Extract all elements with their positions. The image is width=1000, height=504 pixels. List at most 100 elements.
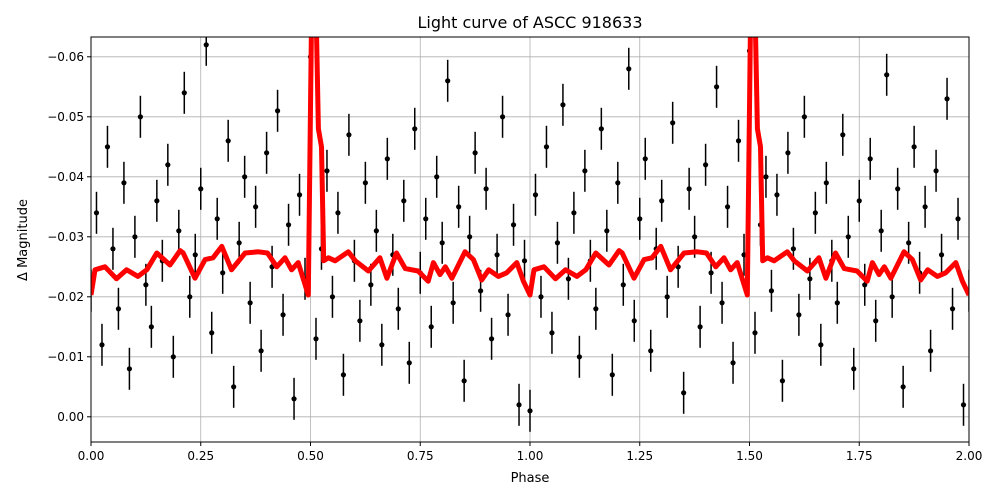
- data-point: [840, 132, 846, 138]
- data-point: [472, 150, 478, 156]
- data-point: [521, 258, 528, 264]
- data-point: [340, 372, 347, 378]
- data-point: [478, 288, 484, 294]
- data-point: [220, 270, 226, 276]
- data-point: [516, 402, 522, 408]
- data-point: [713, 84, 720, 90]
- data-point: [960, 402, 967, 408]
- data-point: [264, 150, 270, 156]
- x-tick-label: 0.25: [187, 449, 214, 463]
- data-point: [554, 240, 561, 246]
- data-point: [576, 354, 582, 360]
- data-point: [483, 186, 489, 192]
- data-point: [412, 126, 418, 132]
- data-point: [384, 156, 390, 162]
- data-point: [724, 204, 731, 210]
- data-point: [274, 108, 281, 114]
- data-point: [560, 102, 566, 108]
- data-point: [637, 216, 643, 222]
- data-point: [565, 276, 572, 282]
- data-point: [692, 234, 698, 240]
- data-point: [115, 306, 122, 312]
- data-point: [368, 282, 374, 288]
- data-point: [203, 42, 209, 48]
- data-point: [845, 234, 851, 240]
- data-point: [703, 162, 709, 168]
- data-point: [878, 228, 884, 234]
- data-point: [428, 324, 434, 330]
- data-point: [110, 246, 116, 252]
- data-point: [752, 330, 758, 336]
- data-point: [346, 132, 352, 138]
- data-point: [642, 156, 648, 162]
- data-point: [955, 216, 961, 222]
- data-point: [335, 210, 341, 216]
- data-point: [362, 180, 368, 186]
- data-point: [538, 294, 544, 300]
- x-tick-label: 1.50: [736, 449, 763, 463]
- data-point: [895, 186, 901, 192]
- data-point: [247, 300, 253, 306]
- data-point: [593, 306, 599, 312]
- data-point: [949, 306, 956, 312]
- data-point: [499, 114, 506, 120]
- data-point: [357, 318, 363, 324]
- data-point: [626, 66, 632, 72]
- data-point: [445, 78, 451, 84]
- x-tick-label: 0.00: [78, 449, 105, 463]
- data-point: [99, 342, 105, 348]
- data-point: [488, 336, 495, 342]
- data-point: [620, 282, 626, 288]
- data-point: [834, 300, 840, 306]
- data-point: [401, 198, 407, 204]
- data-point: [165, 162, 171, 168]
- data-point: [225, 138, 231, 144]
- data-point: [812, 210, 818, 216]
- x-tick-label: 0.50: [297, 449, 324, 463]
- data-point: [494, 252, 500, 258]
- data-point: [543, 144, 550, 150]
- data-point: [779, 378, 786, 384]
- data-point: [790, 246, 797, 252]
- data-point: [209, 330, 215, 336]
- data-point: [938, 252, 945, 258]
- data-point: [285, 222, 292, 228]
- data-point: [884, 72, 890, 78]
- data-point: [104, 144, 111, 150]
- data-point: [231, 384, 237, 390]
- data-point: [423, 216, 429, 222]
- data-point: [395, 306, 401, 312]
- x-tick-label: 1.00: [517, 449, 544, 463]
- data-point: [137, 114, 143, 120]
- data-point: [670, 120, 676, 126]
- data-point: [406, 360, 412, 366]
- data-point: [527, 408, 533, 414]
- x-tick-label: 1.75: [846, 449, 873, 463]
- data-point: [807, 276, 813, 282]
- data-point: [170, 354, 176, 360]
- data-point: [659, 198, 665, 204]
- data-point: [922, 204, 928, 210]
- data-point: [867, 156, 873, 162]
- data-point: [461, 378, 467, 384]
- y-axis-ticks: −0.06 −0.05 −0.04 −0.03 −0.02 −0.01 0.00: [47, 50, 91, 424]
- data-point: [631, 318, 637, 324]
- data-point: [187, 294, 193, 300]
- y-tick-label: −0.05: [47, 110, 84, 124]
- data-point: [532, 192, 539, 198]
- x-tick-label: 0.75: [407, 449, 434, 463]
- data-point: [856, 198, 862, 204]
- data-point: [373, 228, 379, 234]
- data-point: [176, 228, 182, 234]
- data-point: [686, 186, 692, 192]
- data-point: [126, 366, 133, 372]
- data-point: [467, 234, 473, 240]
- data-point: [505, 312, 511, 318]
- data-point: [719, 300, 725, 306]
- data-point: [181, 90, 187, 96]
- data-point: [768, 288, 775, 294]
- x-axis-ticks: 0.00 0.25 0.50 0.75 1.00 1.25 1.50 1.75 2.00: [78, 442, 982, 463]
- data-point: [609, 372, 615, 378]
- data-point: [796, 312, 802, 318]
